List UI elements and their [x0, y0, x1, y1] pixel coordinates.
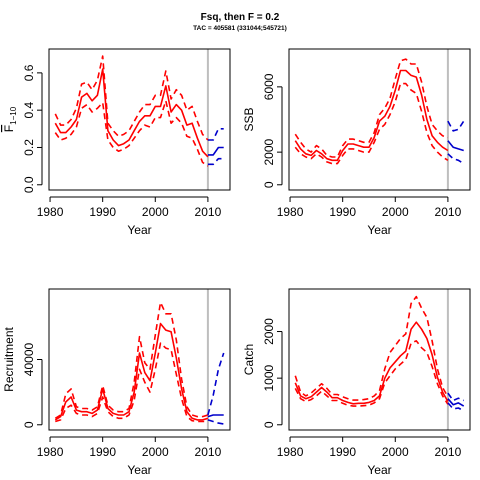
panel-catch: 1980 1990 2000 2010 Year 0 1000 2000 Catch [242, 288, 471, 477]
figure-title: Fsq, then F = 0.2 [201, 12, 280, 23]
fbar-series-historic-median-0 [54, 68, 209, 158]
fbar-series-historic-bound-1 [54, 55, 209, 141]
fbar-x-axis-label: Year [127, 223, 151, 237]
fbar-y-axis-label: F1−10 [2, 106, 18, 132]
recruitment-x-tick-label: 2000 [142, 445, 169, 459]
ssb-x-tick-label: 1980 [277, 205, 304, 219]
fbar-x-tick-label: 2000 [142, 205, 169, 219]
ssb-series-projection-bound-5 [447, 153, 465, 165]
fbar-y-axis-label-main: F [2, 125, 16, 132]
catch-y-axis-label: Catch [242, 344, 256, 375]
catch-x-tick-label: 2010 [435, 445, 462, 459]
fbar-series-projection-median-3 [207, 146, 224, 156]
ssb-x-axis-label: Year [367, 223, 391, 237]
fbar-x-tick-label: 1980 [37, 205, 64, 219]
catch-x-tick-label: 1980 [277, 445, 304, 459]
fbar-y-tick-label: 0.6 [22, 64, 36, 81]
catch-y-tick-label: 2000 [262, 318, 276, 345]
fbar-x-tick-label: 2010 [195, 205, 222, 219]
ssb-x-tick-label: 1990 [329, 205, 356, 219]
catch-y-tick-label: 0 [262, 421, 276, 428]
ssb-series-projection-median-3 [447, 140, 464, 152]
recruitment-y-axis-label: Recruitment [2, 326, 16, 391]
fbar-plot-frame [48, 48, 231, 191]
ssb-y-tick-label: 2000 [262, 138, 276, 165]
recruitment-series-projection-bound-5 [207, 419, 224, 425]
ssb-series-projection-bound-4 [447, 120, 465, 132]
recruitment-plot-frame [48, 288, 231, 431]
catch-series-historic-bound-1 [294, 295, 449, 401]
fbar-x-tick-label: 1990 [89, 205, 116, 219]
fbar-series-projection-bound-5 [207, 157, 224, 166]
catch-y-tick-label: 1000 [262, 364, 276, 391]
ssb-series-historic-median-0 [294, 69, 449, 162]
recruitment-x-tick-label: 2010 [195, 445, 222, 459]
catch-x-tick-label: 2000 [382, 445, 409, 459]
fbar-y-axis-label-sub: 1−10 [9, 106, 18, 125]
recruitment-series-projection-bound-4 [207, 352, 225, 416]
ssb-y-tick-label: 6000 [262, 73, 276, 100]
fbar-y-tick-label: 0.0 [22, 176, 36, 193]
panel-fbar: 1980 1990 2000 2010 Year 0.0 0.2 0.4 0.6 F1−10 [2, 48, 231, 237]
panels-group: 1980 1990 2000 2010Year0.00.20.40.6F1−10198… [2, 48, 471, 477]
recruitment-series-historic-bound-2 [55, 342, 208, 423]
catch-series-projection-bound-4 [447, 392, 465, 402]
ssb-y-axis-label: SSB [242, 107, 256, 131]
fbar-y-tick-label: 0.4 [22, 102, 36, 119]
panel-recruitment: 1980 1990 2000 2010 Year 0 40000 Recruitment [2, 288, 231, 477]
ssb-series-historic-bound-2 [294, 82, 449, 165]
ssb-series-historic-bound-1 [294, 58, 449, 158]
catch-series-historic-median-0 [294, 321, 449, 405]
ssb-x-tick-label: 2000 [382, 205, 409, 219]
ssb-plot-frame [288, 48, 471, 191]
ssb-y-tick-label: 0 [262, 181, 276, 188]
ssb-x-tick-label: 2010 [435, 205, 462, 219]
catch-x-tick-label: 1990 [329, 445, 356, 459]
recruitment-series-projection-median-3 [207, 414, 224, 418]
panel-ssb: 1980 1990 2000 2010 Year 0 2000 6000 SSB [242, 48, 471, 237]
catch-series-historic-bound-2 [294, 339, 449, 407]
recruitment-series-historic-median-0 [54, 322, 209, 421]
catch-x-axis-label: Year [367, 463, 391, 477]
recruitment-x-tick-label: 1990 [89, 445, 116, 459]
catch-series-projection-bound-5 [447, 402, 465, 412]
catch-plot-frame [288, 288, 471, 431]
recruitment-x-axis-label: Year [127, 463, 151, 477]
recruitment-y-tick-label: 40000 [22, 342, 36, 376]
fbar-series-projection-bound-4 [207, 128, 224, 141]
fbar-series-historic-bound-2 [54, 100, 209, 167]
figure-subtitle: TAC = 405581 (331044;545721) [193, 25, 287, 32]
catch-series-projection-median-3 [447, 398, 465, 407]
fbar-y-tick-label: 0.2 [22, 139, 36, 156]
recruitment-y-tick-label: 0 [22, 421, 36, 428]
recruitment-x-tick-label: 1980 [37, 445, 64, 459]
